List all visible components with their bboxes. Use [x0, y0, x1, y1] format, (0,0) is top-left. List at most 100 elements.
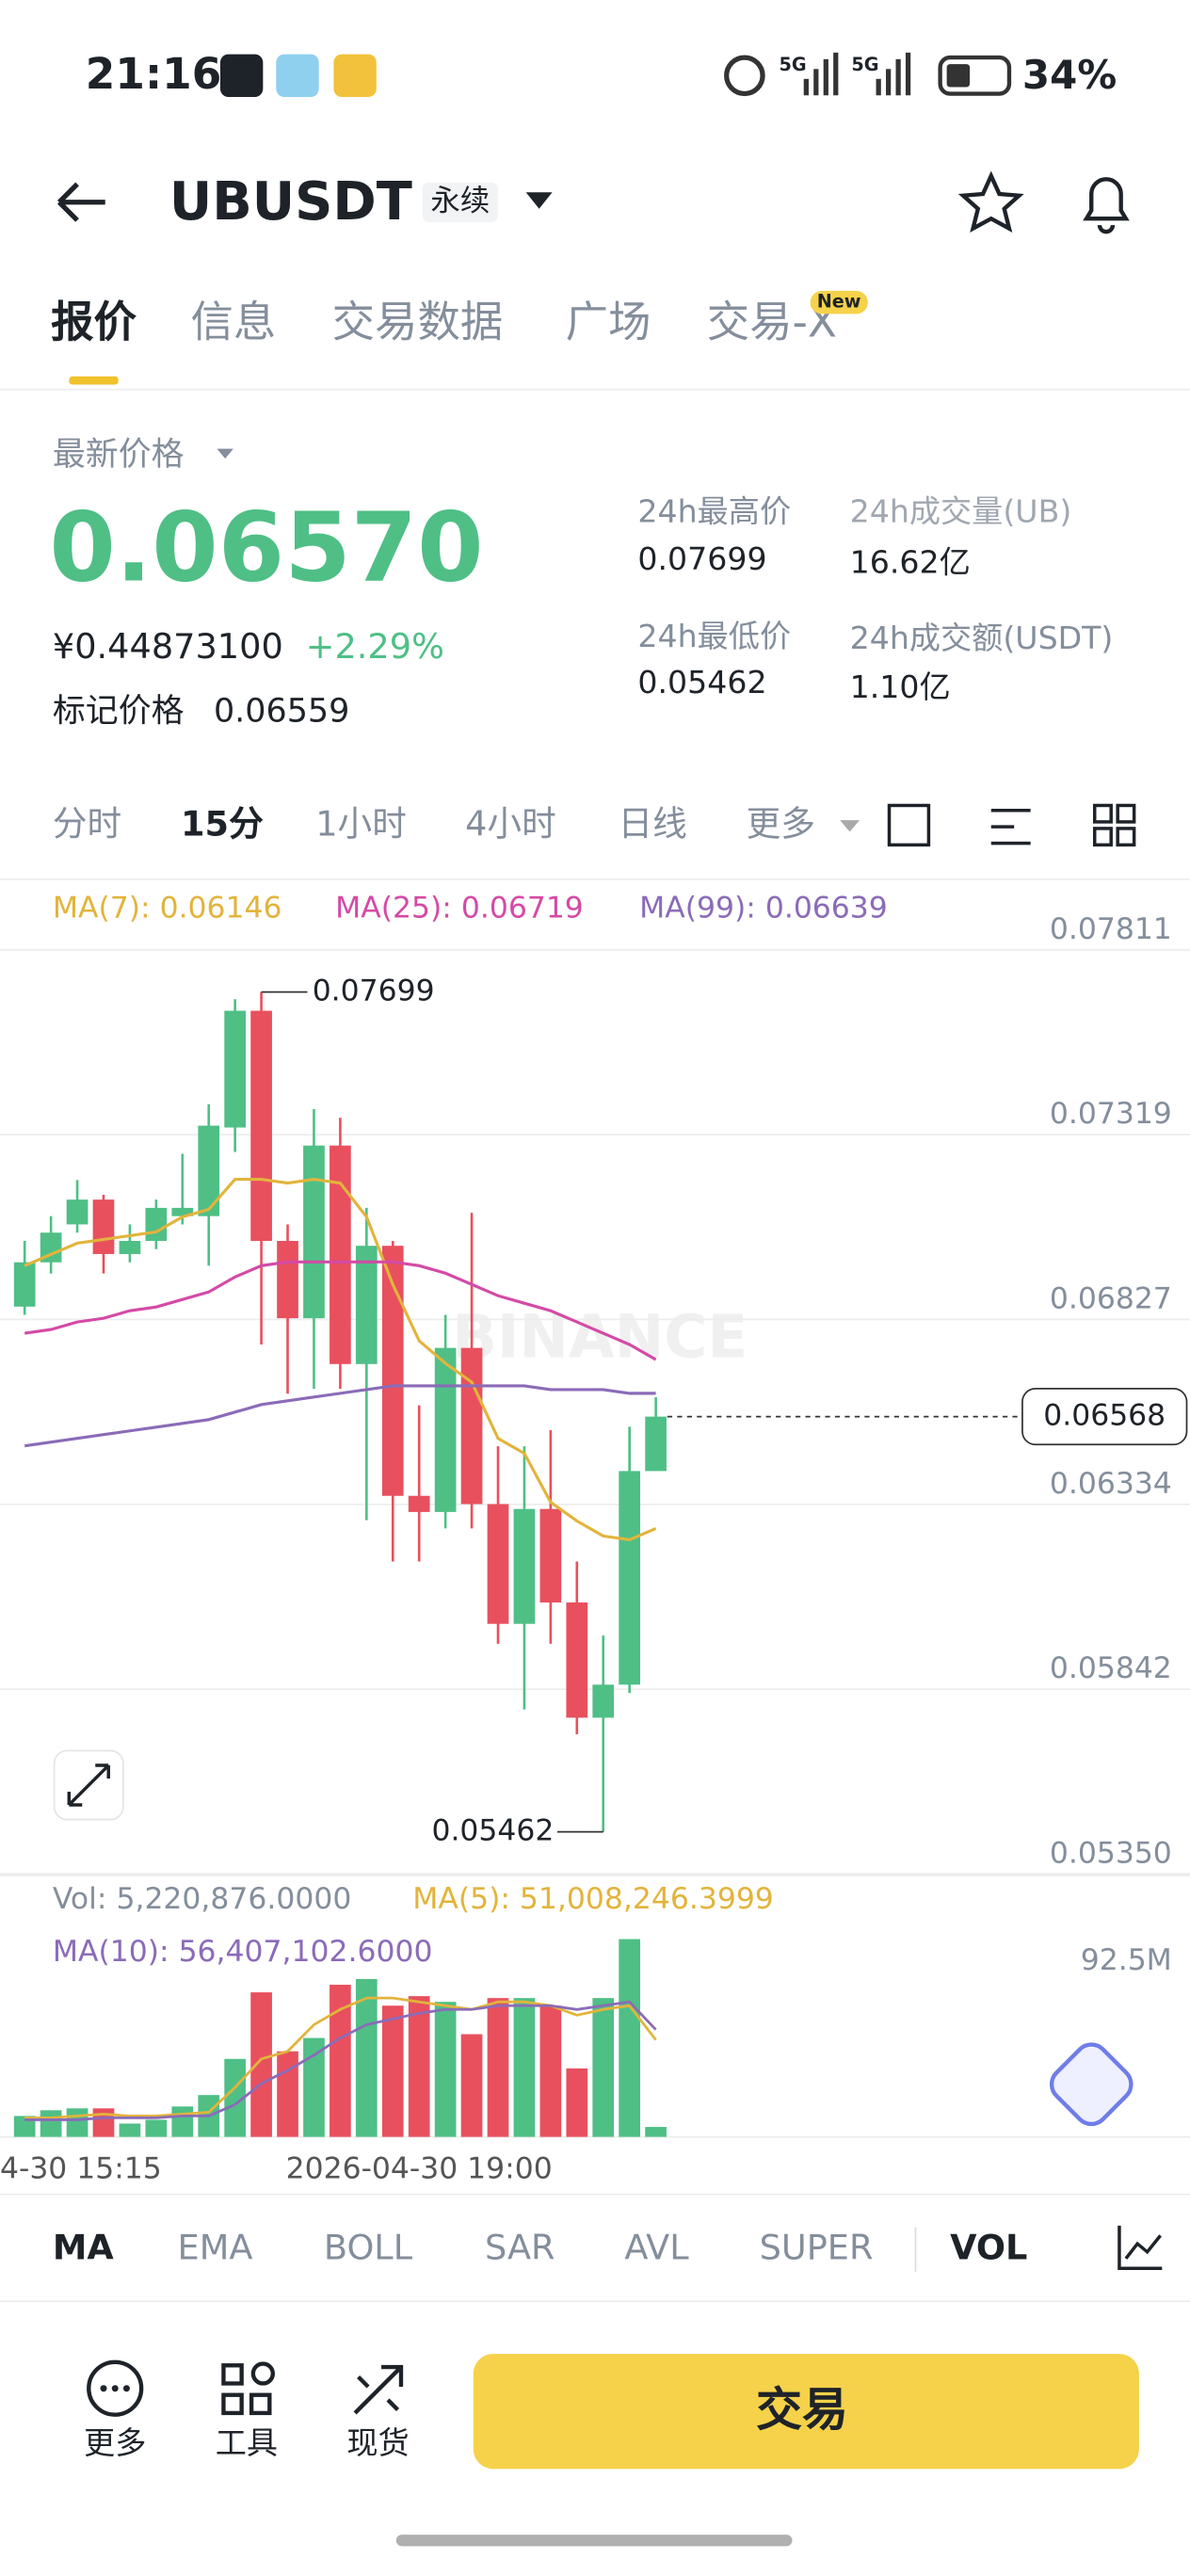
stat-label: 24h成交额(USDT)	[849, 620, 1114, 657]
candle-body	[408, 1495, 430, 1512]
volume-bar	[355, 1978, 378, 2137]
tab[interactable]: 报价	[51, 298, 137, 348]
action-label[interactable]: 更多	[84, 2425, 147, 2462]
network: 5G	[779, 54, 807, 76]
indicator[interactable]: MA	[52, 2228, 114, 2268]
volume-bar	[408, 1996, 430, 2137]
candle-body	[592, 1684, 615, 1718]
candle-body	[645, 1416, 667, 1472]
candle-body	[460, 1347, 483, 1505]
vol-ma-line	[24, 2000, 657, 2121]
battery-text: 34%	[1021, 52, 1118, 99]
tab-underline	[69, 376, 119, 385]
candle-body	[566, 1602, 588, 1718]
stat-value: 1.10亿	[849, 669, 951, 706]
stat-value: 16.62亿	[849, 544, 971, 582]
y-tick-label: 0.07319	[1050, 1097, 1172, 1131]
tool-icon[interactable]	[887, 803, 931, 847]
mark-label: 标记价格	[52, 690, 185, 731]
dropdown-icon[interactable]	[840, 820, 860, 832]
price-label[interactable]: 最新价格	[52, 433, 185, 474]
indicator[interactable]: VOL	[950, 2228, 1028, 2268]
star-icon[interactable]	[957, 170, 1024, 233]
volume-bar	[434, 2002, 457, 2137]
volume-bar	[645, 2127, 667, 2137]
home-indicator	[395, 2535, 793, 2547]
y-tick-label: 0.05842	[1050, 1651, 1172, 1685]
indicator[interactable]: AVL	[624, 2228, 689, 2268]
spot-icon[interactable]	[353, 2364, 404, 2415]
candle-body	[539, 1508, 562, 1602]
interval[interactable]: 更多	[746, 804, 815, 845]
volume-bar	[487, 1998, 509, 2137]
interval[interactable]: 4小时	[465, 804, 556, 845]
candle-body	[434, 1347, 457, 1512]
action-label[interactable]: 工具	[215, 2425, 279, 2462]
dropdown-icon[interactable]	[525, 192, 553, 209]
ai-icon[interactable]	[1045, 2037, 1138, 2131]
candle-body	[355, 1246, 378, 1364]
layout-icon[interactable]	[1092, 803, 1136, 847]
high-label: 0.07699	[313, 974, 435, 1008]
candle-body	[224, 1010, 247, 1128]
tab[interactable]: 信息	[190, 298, 277, 348]
last-price-tag	[1021, 1388, 1188, 1446]
last-price: 0.06570	[49, 491, 484, 604]
bell-icon[interactable]	[1083, 177, 1130, 234]
app-icon	[219, 54, 264, 98]
candle-body	[381, 1246, 404, 1496]
candle-body	[171, 1207, 194, 1216]
volume-bar	[619, 1939, 641, 2137]
volume-bar	[330, 1985, 351, 2137]
volume-bar	[277, 2051, 298, 2137]
more-icon[interactable]	[87, 2359, 144, 2417]
indicator[interactable]: SUPER	[759, 2228, 874, 2268]
tab[interactable]: 交易数据	[331, 298, 504, 348]
back-icon[interactable]	[56, 182, 105, 222]
candle-body	[13, 1262, 36, 1307]
tab[interactable]: 广场	[565, 298, 651, 348]
settings-icon[interactable]	[990, 808, 1031, 845]
chart-icon[interactable]	[1118, 2225, 1163, 2271]
vol-tick-label: 92.5M	[1081, 1943, 1172, 1977]
candle-body	[487, 1504, 509, 1624]
candle-body	[277, 1240, 298, 1319]
dropdown-icon[interactable]	[217, 448, 233, 459]
action-label[interactable]: 现货	[346, 2425, 410, 2462]
indicator[interactable]: BOLL	[323, 2228, 413, 2268]
stat-label: 24h最低价	[637, 619, 792, 655]
trade-button[interactable]	[473, 2354, 1139, 2470]
interval[interactable]: 1小时	[315, 804, 407, 845]
ma-legend: MA(99): 0.06639	[639, 891, 888, 926]
ma-line	[24, 1260, 657, 1361]
volume-bar	[66, 2108, 88, 2137]
indicator[interactable]: EMA	[177, 2228, 253, 2268]
x-tick-label: 2026-04-30 19:00	[286, 2152, 553, 2186]
candle-body	[513, 1508, 536, 1624]
interval[interactable]: 15分	[181, 804, 264, 845]
x-tick-label: 4-30 15:15	[0, 2152, 162, 2186]
volume-bar	[592, 1998, 615, 2137]
trade-label[interactable]: 交易	[756, 2382, 848, 2438]
symbol: UBUSDT	[169, 169, 412, 233]
tools-icon[interactable]	[221, 2361, 275, 2416]
y-tick-label: 0.06827	[1050, 1281, 1172, 1315]
vol-ma-legend: MA(10): 56,407,102.6000	[52, 1935, 433, 1970]
candle-body	[198, 1125, 220, 1216]
candle-body	[303, 1145, 325, 1319]
ma-legend: MA(25): 0.06719	[335, 891, 584, 926]
volume-bar	[224, 2058, 247, 2137]
interval[interactable]: 日线	[618, 804, 687, 845]
stat-label: 24h最高价	[637, 493, 792, 531]
candle-body	[119, 1240, 141, 1254]
indicator[interactable]: SAR	[485, 2228, 555, 2268]
interval[interactable]: 分时	[52, 804, 122, 845]
app-icon	[333, 54, 377, 98]
candle-body	[145, 1207, 168, 1241]
volume-bar	[381, 2005, 404, 2137]
candle-body	[66, 1199, 88, 1225]
candle-body	[250, 1010, 272, 1241]
